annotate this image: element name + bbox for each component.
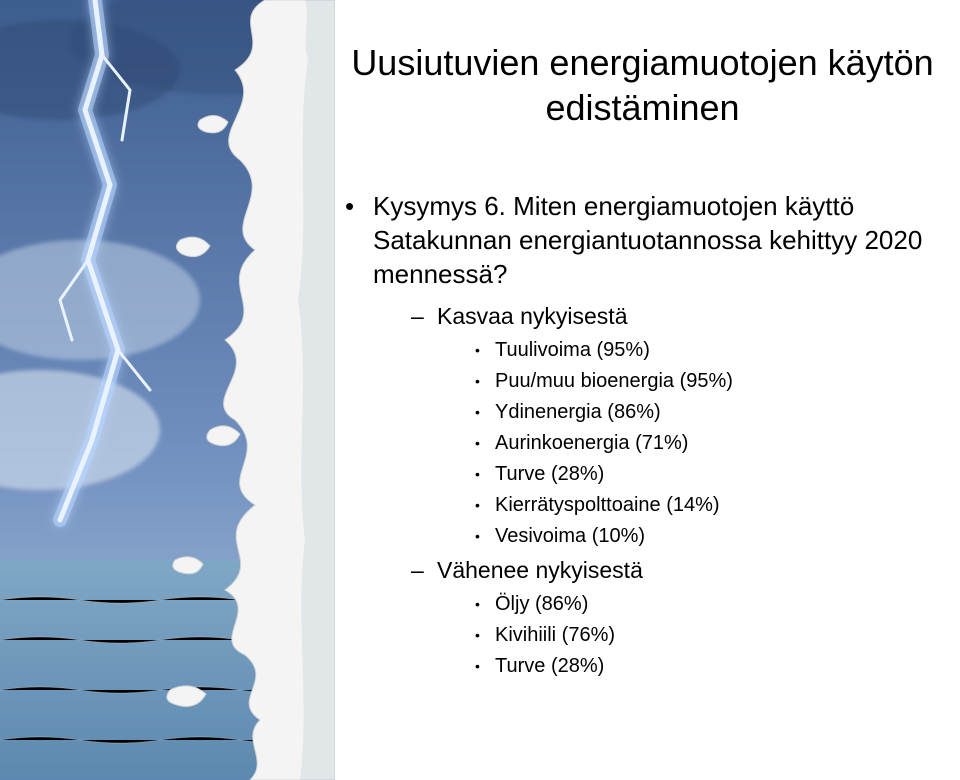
list-item: Öljy (86%) [475, 590, 940, 619]
slide-content: Uusiutuvien energiamuotojen käytön edist… [345, 40, 940, 689]
slide-title: Uusiutuvien energiamuotojen käytön edist… [345, 40, 940, 130]
list-item: Kierrätyspolttoaine (14%) [475, 491, 940, 520]
shrinks-items: Öljy (86%) Kivihiili (76%) Turve (28%) [437, 590, 940, 681]
list-item: Ydinenergia (86%) [475, 398, 940, 427]
shrinks-group: Vähenee nykyisestä Öljy (86%) Kivihiili … [411, 555, 940, 681]
sky-sea-lightning-svg [0, 0, 335, 780]
list-item: Tuulivoima (95%) [475, 336, 940, 365]
bullet-list-level1: Kysymys 6. Miten energiamuotojen käyttö … [345, 190, 940, 681]
grows-items: Tuulivoima (95%) Puu/muu bioenergia (95%… [437, 336, 940, 551]
decorative-sidebar-art [0, 0, 335, 780]
list-item: Puu/muu bioenergia (95%) [475, 367, 940, 396]
grows-group: Kasvaa nykyisestä Tuulivoima (95%) Puu/m… [411, 301, 940, 551]
question-text: Kysymys 6. Miten energiamuotojen käyttö … [373, 191, 922, 289]
grows-label: Kasvaa nykyisestä [437, 303, 627, 329]
question-bullet: Kysymys 6. Miten energiamuotojen käyttö … [345, 190, 940, 681]
list-item: Kivihiili (76%) [475, 621, 940, 650]
list-item: Aurinkoenergia (71%) [475, 429, 940, 458]
shrinks-label: Vähenee nykyisestä [437, 557, 643, 583]
bullet-list-level2: Kasvaa nykyisestä Tuulivoima (95%) Puu/m… [373, 301, 940, 681]
list-item: Vesivoima (10%) [475, 522, 940, 551]
slide: Uusiutuvien energiamuotojen käytön edist… [0, 0, 960, 780]
list-item: Turve (28%) [475, 460, 940, 489]
list-item: Turve (28%) [475, 652, 940, 681]
